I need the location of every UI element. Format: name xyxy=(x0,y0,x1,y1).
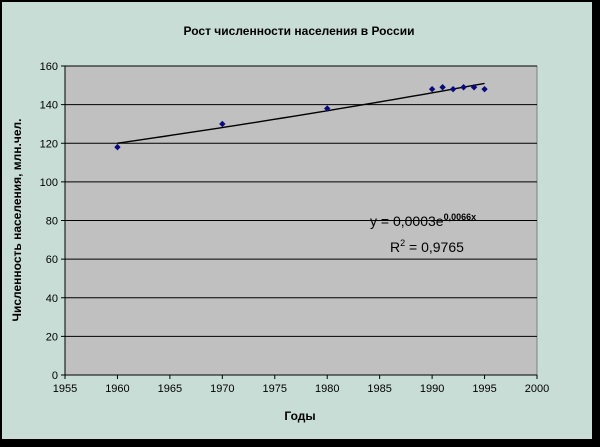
chart-svg: Рост численности населения в России 0 20 4… xyxy=(10,24,549,423)
x-tick-label: 2000 xyxy=(525,383,549,395)
x-axis-label: Годы xyxy=(284,409,315,423)
y-axis-ticks: 0 20 40 60 80 100 120 140 160 xyxy=(40,61,537,382)
r-squared-value: = 0,9765 xyxy=(405,239,464,255)
x-tick-label: 1990 xyxy=(420,383,444,395)
r-squared-label: R xyxy=(390,239,400,255)
trendline-equation: y = 0,0003e0,0066x R2 = 0,9765 xyxy=(370,212,476,255)
data-point xyxy=(460,84,467,91)
y-tick-label: 160 xyxy=(40,61,58,73)
x-tick-label: 1980 xyxy=(315,383,339,395)
x-tick-label: 1965 xyxy=(158,383,182,395)
data-point xyxy=(219,120,226,128)
data-point xyxy=(439,84,446,91)
y-tick-label: 80 xyxy=(46,216,58,228)
y-tick-label: 20 xyxy=(46,331,58,343)
y-tick-label: 60 xyxy=(46,254,58,266)
x-tick-label: 1960 xyxy=(105,383,129,395)
chart-area: Рост численности населения в России 0 20 4… xyxy=(2,2,592,439)
data-point xyxy=(428,85,436,93)
x-tick-label: 1970 xyxy=(210,383,234,395)
x-axis-ticks: 1955 1960 1965 1970 1975 1980 1985 1990 1995 2000 xyxy=(53,375,549,395)
data-point xyxy=(114,143,121,151)
data-point xyxy=(481,85,488,93)
data-points xyxy=(114,84,488,151)
y-tick-label: 140 xyxy=(40,100,58,112)
data-point xyxy=(470,84,478,91)
x-tick-label: 1955 xyxy=(53,383,77,395)
equation-main: y = 0,0003e xyxy=(370,213,444,229)
y-axis-label: Численность населения, млн.чел. xyxy=(10,119,24,322)
x-tick-label: 1985 xyxy=(367,383,391,395)
chart-title: Рост численности населения в России xyxy=(184,24,415,38)
y-tick-label: 0 xyxy=(52,370,58,382)
y-tick-label: 100 xyxy=(40,177,58,189)
svg-text:y = 0,0003e0,0066x: y = 0,0003e0,0066x xyxy=(370,212,476,229)
gridlines xyxy=(65,65,537,337)
svg-text:R2 = 0,9765: R2 = 0,9765 xyxy=(390,238,464,255)
r-squared-sup: 2 xyxy=(400,238,405,248)
data-point xyxy=(324,105,331,112)
x-tick-label: 1975 xyxy=(263,383,287,395)
data-point xyxy=(449,85,457,93)
equation-exponent: 0,0066x xyxy=(444,212,477,222)
y-tick-label: 120 xyxy=(40,138,58,150)
x-tick-label: 1995 xyxy=(472,383,496,395)
trendline xyxy=(117,82,485,144)
y-tick-label: 40 xyxy=(46,293,58,305)
trendline-path xyxy=(117,82,485,144)
frame-shadow xyxy=(592,8,598,445)
